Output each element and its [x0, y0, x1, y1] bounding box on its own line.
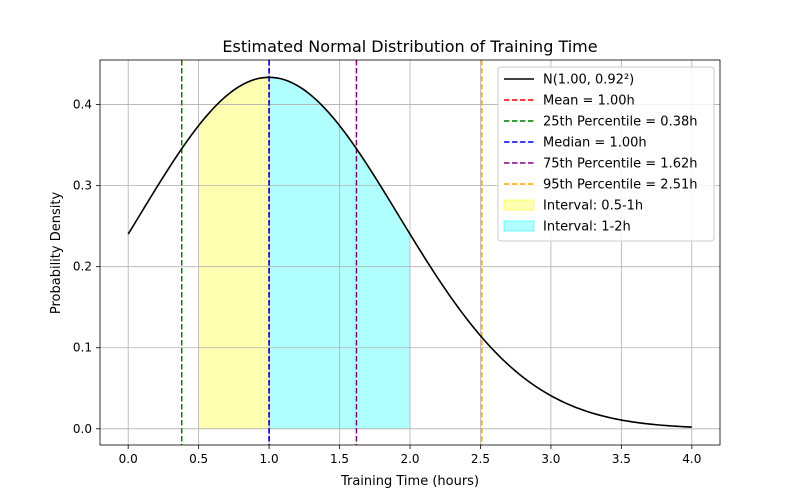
x-tick-label: 0.0	[119, 452, 138, 466]
y-tick-label: 0.1	[73, 341, 92, 355]
x-tick-label: 1.0	[260, 452, 279, 466]
legend-label: Interval: 1-2h	[543, 220, 631, 235]
pdf-curve	[127, 76, 692, 428]
x-tick-label: 1.5	[330, 452, 349, 466]
x-axis-label: Training Time (hours)	[340, 474, 479, 489]
y-tick-label: 0.4	[73, 98, 92, 112]
legend-label: 95th Percentile = 2.51h	[543, 178, 698, 193]
legend-label: 25th Percentile = 0.38h	[543, 115, 698, 130]
legend-label: Interval: 0.5-1h	[543, 199, 643, 214]
x-tick-label: 3.0	[541, 452, 560, 466]
legend-label: Median = 1.00h	[543, 136, 647, 151]
x-tick-label: 2.0	[400, 452, 419, 466]
y-axis-label: Probability Density	[49, 192, 64, 315]
plot-area: 0.0 0.5 1.0 1.5 2.0 2.5 3.0 3.5 4.0 0.0 0.1 0.2 0.3 0…	[73, 59, 721, 466]
x-tick-label: 3.5	[612, 452, 631, 466]
x-tick-label: 4.0	[682, 452, 701, 466]
y-tick-label: 0.0	[73, 422, 92, 436]
y-tick-label: 0.2	[73, 260, 92, 274]
chart-title: Estimated Normal Distribution of Trainin…	[222, 37, 597, 56]
legend-label: Mean = 1.00h	[543, 94, 635, 109]
legend-swatch	[503, 199, 535, 211]
legend: N(1.00, 0.92²) Mean = 1.00h 25th Percentil…	[497, 66, 715, 242]
x-tick-label: 2.5	[471, 452, 490, 466]
x-tick-label: 0.5	[189, 452, 208, 466]
legend-label: N(1.00, 0.92²)	[543, 73, 634, 88]
interval-fill-0	[198, 77, 270, 429]
legend-box	[497, 66, 715, 242]
legend-label: 75th Percentile = 1.62h	[543, 157, 698, 172]
legend-swatch	[503, 220, 535, 232]
y-tick-label: 0.3	[73, 179, 92, 193]
